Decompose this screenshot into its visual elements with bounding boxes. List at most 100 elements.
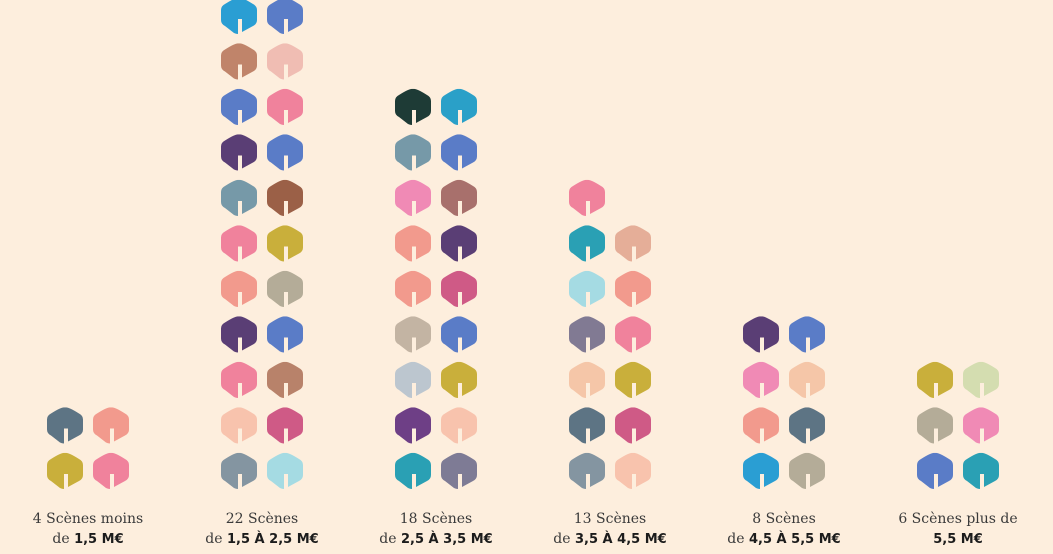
scene-icon [569, 270, 605, 307]
scene-icon [743, 407, 779, 444]
scene-icon [395, 407, 431, 444]
scene-icon [615, 316, 651, 353]
scene-icon [441, 134, 477, 171]
scene-icon [267, 134, 303, 171]
scene-icon [441, 179, 477, 216]
category-label: 18 Scènes de 2,5 À 3,5 M€ [351, 509, 521, 550]
scene-icon [267, 179, 303, 216]
scene-icon [93, 452, 129, 489]
scene-icon [743, 361, 779, 398]
category-range-label: de 2,5 À 3,5 M€ [351, 529, 521, 550]
category-label: 6 Scènes plus de 5,5 M€ [873, 509, 1043, 550]
scene-icon [743, 316, 779, 353]
category-count-label: 8 Scènes [752, 511, 816, 527]
scene-icon [395, 452, 431, 489]
scene-icon [917, 452, 953, 489]
category-label: 8 Scènes de 4,5 À 5,5 M€ [699, 509, 869, 550]
category-count-label: 4 Scènes moins [32, 511, 144, 527]
scene-icon [441, 407, 477, 444]
scene-icon [963, 452, 999, 489]
category-count-label: 13 Scènes [573, 511, 647, 527]
scene-icon [963, 361, 999, 398]
scene-icon [221, 316, 257, 353]
scene-icon [615, 452, 651, 489]
scene-icon [47, 452, 83, 489]
scene-icon [441, 225, 477, 262]
scene-icon [569, 179, 605, 216]
scene-icon [267, 316, 303, 353]
scene-icon [267, 88, 303, 125]
range-value: 3,5 À 4,5 M€ [575, 532, 667, 547]
scene-icon [221, 452, 257, 489]
scene-icon [267, 43, 303, 80]
scene-icon [569, 407, 605, 444]
scene-icon [395, 179, 431, 216]
scene-icon [267, 270, 303, 307]
scene-icon [267, 0, 303, 34]
scene-icon [221, 225, 257, 262]
scene-icon [569, 225, 605, 262]
range-prefix: de [52, 531, 75, 547]
category-count-label: 22 Scènes [225, 511, 299, 527]
scene-icon [569, 361, 605, 398]
range-value: 2,5 À 3,5 M€ [401, 532, 493, 547]
scene-icon [569, 452, 605, 489]
scene-icon [395, 134, 431, 171]
scene-icon [743, 452, 779, 489]
range-value: 5,5 M€ [933, 532, 983, 547]
category-range-label: de 4,5 À 5,5 M€ [699, 529, 869, 550]
scene-icon [441, 361, 477, 398]
scene-icon [963, 407, 999, 444]
range-prefix: de [553, 531, 575, 547]
scene-icon [221, 361, 257, 398]
category-label: 4 Scènes moins de 1,5 M€ [3, 509, 173, 550]
category-count-label: 6 Scènes plus de [898, 511, 1018, 527]
range-prefix: de [727, 531, 749, 547]
scene-icon [441, 270, 477, 307]
range-value: 1,5 À 2,5 M€ [227, 532, 319, 547]
scene-icon [615, 270, 651, 307]
scene-icon [267, 452, 303, 489]
category-label: 22 Scènes de 1,5 À 2,5 M€ [177, 509, 347, 550]
category-range-label: 5,5 M€ [873, 529, 1043, 550]
scene-icon [441, 88, 477, 125]
range-prefix: de [205, 531, 227, 547]
scene-icon [93, 407, 129, 444]
scene-icon [221, 0, 257, 34]
scene-icon [441, 316, 477, 353]
scene-icon [221, 88, 257, 125]
scene-icon [267, 407, 303, 444]
range-value: 1,5 M€ [74, 532, 124, 547]
scene-icon [221, 134, 257, 171]
scene-icon [267, 361, 303, 398]
category-range-label: de 1,5 À 2,5 M€ [177, 529, 347, 550]
scene-icon [395, 225, 431, 262]
category-count-label: 18 Scènes [399, 511, 473, 527]
scene-icon [395, 361, 431, 398]
scene-icon [615, 225, 651, 262]
scene-icon [221, 179, 257, 216]
range-value: 4,5 À 5,5 M€ [749, 532, 841, 547]
range-prefix: de [379, 531, 401, 547]
category-label: 13 Scènes de 3,5 À 4,5 M€ [525, 509, 695, 550]
scene-icon [267, 225, 303, 262]
category-range-label: de 3,5 À 4,5 M€ [525, 529, 695, 550]
scene-icon [395, 88, 431, 125]
scene-icon [917, 361, 953, 398]
scene-icon [569, 316, 605, 353]
scene-icon [221, 407, 257, 444]
scene-icon [789, 361, 825, 398]
scene-icon [789, 407, 825, 444]
scene-icon [789, 316, 825, 353]
category-range-label: de 1,5 M€ [3, 529, 173, 550]
scene-icon [917, 407, 953, 444]
scene-icon [395, 270, 431, 307]
scene-icon [615, 361, 651, 398]
scene-icon [395, 316, 431, 353]
scene-icon [615, 407, 651, 444]
scene-icon [221, 43, 257, 80]
scene-icon [47, 407, 83, 444]
scene-icon [221, 270, 257, 307]
